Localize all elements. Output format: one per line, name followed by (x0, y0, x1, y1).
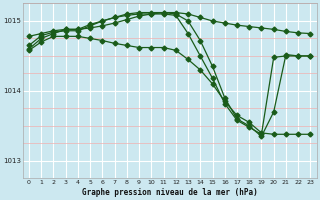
X-axis label: Graphe pression niveau de la mer (hPa): Graphe pression niveau de la mer (hPa) (82, 188, 258, 197)
